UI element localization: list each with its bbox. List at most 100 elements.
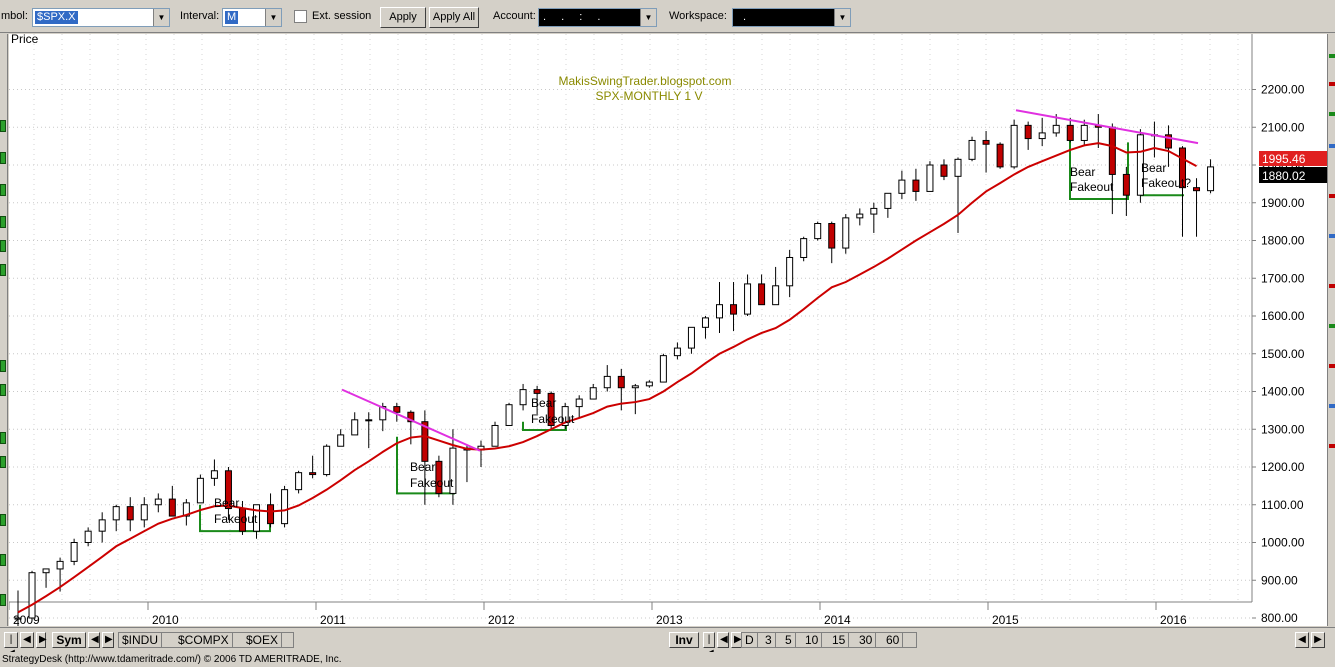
- first-icon[interactable]: |◀: [4, 632, 18, 659]
- next-icon[interactable]: ▶: [36, 632, 47, 648]
- interval-combobox[interactable]: M ▼: [222, 8, 282, 27]
- candle-body: [561, 406, 569, 426]
- chevron-down-icon[interactable]: ▼: [265, 9, 281, 26]
- tab-d[interactable]: D: [742, 633, 758, 647]
- tab-indu[interactable]: $INDU: [119, 633, 163, 647]
- scroll-left-icon[interactable]: ◀: [1295, 632, 1309, 648]
- time-tick-label: 2013: [656, 613, 683, 626]
- tab-15[interactable]: 15: [829, 633, 850, 647]
- symbol-input[interactable]: $SPX.X: [35, 11, 78, 24]
- left-indicator-strip: [0, 34, 8, 626]
- candle-body: [856, 213, 864, 219]
- signal-mark: [1329, 82, 1335, 86]
- inv-button[interactable]: Inv: [669, 632, 699, 648]
- scroll-right-icon[interactable]: ▶: [1311, 632, 1325, 648]
- signal-indicator: [0, 152, 6, 164]
- candle-body: [1024, 124, 1032, 140]
- candle-body: [701, 317, 709, 328]
- signal-indicator: [0, 432, 6, 444]
- moving-average-line: [17, 142, 1197, 614]
- workspace-combobox[interactable]: . ▼: [732, 8, 851, 27]
- candle-body: [449, 447, 457, 494]
- candlesticks: [14, 114, 1215, 626]
- next-symbol-icon[interactable]: ▶: [102, 632, 114, 648]
- sym-button[interactable]: Sym: [52, 632, 86, 648]
- candle-body: [1108, 126, 1116, 175]
- price-chart[interactable]: Price MakisSwingTrader.blogspot.com SPX-…: [9, 34, 1327, 626]
- candle-body: [365, 419, 373, 422]
- candle-body: [70, 542, 78, 562]
- prev-symbol-icon[interactable]: ◀: [88, 632, 100, 648]
- signal-indicator: [0, 514, 6, 526]
- candle-body: [1122, 173, 1130, 196]
- account-combobox[interactable]: . . : . ▼: [538, 8, 657, 27]
- first-icon[interactable]: |◀: [703, 632, 715, 659]
- chevron-down-icon[interactable]: ▼: [640, 9, 656, 26]
- prev-icon[interactable]: ◀: [20, 632, 34, 648]
- candle-body: [884, 192, 892, 209]
- signal-mark: [1329, 112, 1335, 116]
- candle-body: [1193, 187, 1201, 192]
- price-title: Price: [11, 34, 39, 46]
- interval-input[interactable]: M: [225, 11, 239, 24]
- workspace-label: Workspace:: [669, 10, 727, 22]
- signal-indicator: [0, 456, 6, 468]
- candle-body: [1080, 124, 1088, 141]
- time-tick-label: 2015: [992, 613, 1019, 626]
- trendlines: [341, 109, 1199, 452]
- apply-button[interactable]: Apply: [380, 7, 426, 28]
- candle-body: [337, 434, 345, 447]
- annotation-label: Bear: [531, 396, 556, 410]
- tab-5[interactable]: 5: [782, 633, 796, 647]
- candle-body: [210, 470, 218, 479]
- watermark-symbol: SPX-MONTHLY 1 V: [596, 89, 703, 103]
- price-tick-label: 1300.00: [1261, 422, 1305, 436]
- chevron-down-icon[interactable]: ▼: [153, 9, 169, 26]
- bottom-bar: |◀ ◀ ▶ Sym ◀ ▶ $INDU $COMPX $OEX Inv |◀ …: [0, 627, 1335, 659]
- candle-body: [772, 285, 780, 306]
- tab-compx[interactable]: $COMPX: [175, 633, 233, 647]
- chevron-down-icon[interactable]: ▼: [834, 9, 850, 26]
- tab-30[interactable]: 30: [856, 633, 877, 647]
- candle-body: [1178, 147, 1186, 189]
- tab-10[interactable]: 10: [802, 633, 823, 647]
- ext-session-checkbox[interactable]: [294, 10, 307, 23]
- time-tick-label: 2014: [824, 613, 851, 626]
- account-value: . . : .: [543, 11, 607, 23]
- signal-mark: [1329, 444, 1335, 448]
- candle-body: [112, 506, 120, 521]
- candle-body: [140, 504, 148, 521]
- candle-body: [435, 460, 443, 494]
- symbol-combobox[interactable]: $SPX.X ▼: [32, 8, 170, 27]
- signal-indicator: [0, 360, 6, 372]
- candle-body: [1136, 134, 1144, 196]
- tab-oex[interactable]: $OEX: [243, 633, 283, 647]
- candle-body: [744, 283, 752, 315]
- prev-icon[interactable]: ◀: [717, 632, 729, 648]
- candle-body: [28, 572, 36, 619]
- price-scale: 2200.002100.002000.001900.001800.001700.…: [1252, 83, 1305, 625]
- candle-body: [631, 385, 639, 389]
- crosshair-price-value: 1880.02: [1262, 169, 1306, 183]
- signal-mark: [1329, 54, 1335, 58]
- tab-3[interactable]: 3: [762, 633, 776, 647]
- chart-grid: [9, 34, 1252, 619]
- time-tick-label: 2011: [320, 613, 346, 626]
- tab-60[interactable]: 60: [883, 633, 904, 647]
- signal-mark: [1329, 324, 1335, 328]
- apply-all-button[interactable]: Apply All: [429, 7, 479, 28]
- ext-session-label: Ext. session: [312, 10, 372, 22]
- candle-body: [589, 387, 597, 400]
- candle-body: [645, 381, 653, 387]
- candle-body: [730, 304, 738, 315]
- chart-area[interactable]: Price MakisSwingTrader.blogspot.com SPX-…: [9, 34, 1327, 626]
- signal-indicator: [0, 184, 6, 196]
- candle-body: [673, 347, 681, 357]
- candle-body: [842, 217, 850, 249]
- candle-body: [1066, 124, 1074, 141]
- candle-body: [84, 530, 92, 543]
- time-tick-label: 2016: [1160, 613, 1187, 626]
- candle-body: [491, 424, 499, 447]
- time-tick-label: 2010: [152, 613, 179, 626]
- candle-body: [575, 398, 583, 408]
